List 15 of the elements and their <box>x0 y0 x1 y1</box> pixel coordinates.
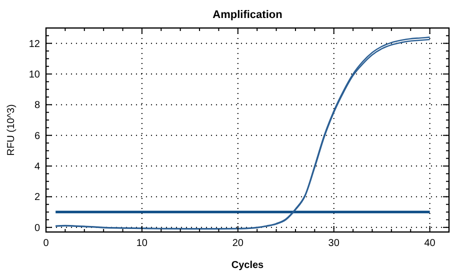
y-tick-label: 12 <box>28 38 40 50</box>
chart-title: Amplification <box>212 9 283 21</box>
x-tick-label: 0 <box>43 238 50 249</box>
x-tick-label: 20 <box>232 238 244 249</box>
x-tick-label: 10 <box>136 238 148 249</box>
y-tick-label: 0 <box>34 222 40 234</box>
y-tick-label: 2 <box>34 192 40 204</box>
x-axis-title: Cycles <box>231 260 264 271</box>
y-axis-title: RFU (10^3) <box>6 104 17 156</box>
y-tick-label: 4 <box>34 162 40 173</box>
y-tick-label: 6 <box>34 130 40 142</box>
x-tick-label: 40 <box>424 238 436 249</box>
x-tick-label: 30 <box>328 238 340 249</box>
y-tick-label: 10 <box>28 70 40 81</box>
y-tick-label: 8 <box>34 100 40 112</box>
